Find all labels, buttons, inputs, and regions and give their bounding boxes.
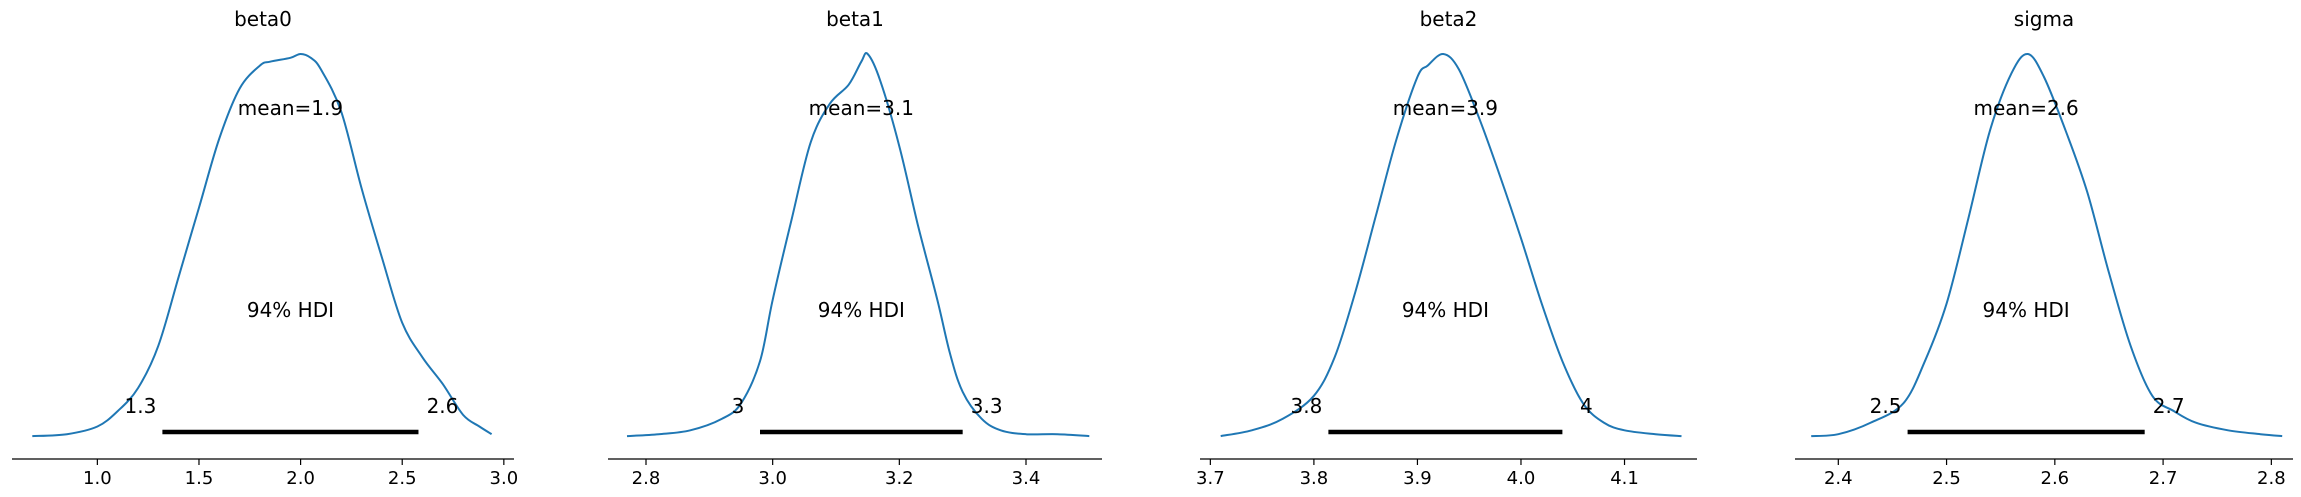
x-tick-label: 3.2 xyxy=(885,468,914,489)
x-tick-label: 2.8 xyxy=(632,468,661,489)
x-tick-label: 3.7 xyxy=(1196,468,1225,489)
density-curve xyxy=(1811,53,2283,438)
x-tick-label: 4.1 xyxy=(1610,468,1639,489)
x-tick-label: 2.5 xyxy=(1932,468,1961,489)
hdi-low-label: 1.3 xyxy=(124,394,156,418)
hdi-low-label: 3 xyxy=(732,394,745,418)
hdi-high-label: 3.3 xyxy=(971,394,1003,418)
panel-beta2: beta2 3.8 4 94% HDI mean=3.9 3.7 3.8 3.9 4.0 4.1 xyxy=(1196,7,1697,489)
density-curve xyxy=(32,52,493,438)
density-curve xyxy=(1220,53,1682,438)
hdi-label: 94% HDI xyxy=(247,298,334,322)
x-tick-label: 3.0 xyxy=(490,468,519,489)
x-tick-label: 2.5 xyxy=(388,468,417,489)
x-tick-label: 3.0 xyxy=(758,468,787,489)
panel-title: sigma xyxy=(2014,7,2074,31)
panel-title: beta2 xyxy=(1420,7,1478,31)
panel-title: beta0 xyxy=(234,7,292,31)
x-tick-label: 2.6 xyxy=(2041,468,2070,489)
hdi-low-label: 3.8 xyxy=(1290,394,1322,418)
mean-label: mean=1.9 xyxy=(238,96,343,120)
density-curve xyxy=(626,52,1090,438)
panel-title: beta1 xyxy=(826,7,884,31)
x-tick-label: 3.4 xyxy=(1012,468,1041,489)
x-tick-label: 3.9 xyxy=(1403,468,1432,489)
hdi-low-label: 2.5 xyxy=(1870,394,1902,418)
hdi-high-label: 2.6 xyxy=(427,394,459,418)
panel-beta0: beta0 1.3 2.6 94% HDI mean=1.9 1.0 1.5 2.0 2.5 3.… xyxy=(12,7,518,489)
x-tick-label: 3.8 xyxy=(1300,468,1329,489)
hdi-high-label: 4 xyxy=(1580,394,1593,418)
panel-sigma: sigma 2.5 2.7 94% HDI mean=2.6 2.4 2.5 2.6 2.7 2.… xyxy=(1795,7,2293,489)
x-tick-label: 1.0 xyxy=(83,468,112,489)
mean-label: mean=3.1 xyxy=(809,96,914,120)
panel-beta1: beta1 3 3.3 94% HDI mean=3.1 2.8 3.0 3.2 3.4 xyxy=(608,7,1102,489)
x-tick-label: 2.4 xyxy=(1824,468,1853,489)
hdi-high-label: 2.7 xyxy=(2153,394,2185,418)
x-tick-label: 2.8 xyxy=(2257,468,2286,489)
x-tick-label: 2.7 xyxy=(2149,468,2178,489)
x-tick-label: 2.0 xyxy=(286,468,315,489)
mean-label: mean=3.9 xyxy=(1393,96,1498,120)
hdi-label: 94% HDI xyxy=(1402,298,1489,322)
x-tick-label: 4.0 xyxy=(1507,468,1536,489)
hdi-label: 94% HDI xyxy=(818,298,905,322)
x-tick-label: 1.5 xyxy=(185,468,214,489)
hdi-label: 94% HDI xyxy=(1983,298,2070,322)
mean-label: mean=2.6 xyxy=(1973,96,2078,120)
